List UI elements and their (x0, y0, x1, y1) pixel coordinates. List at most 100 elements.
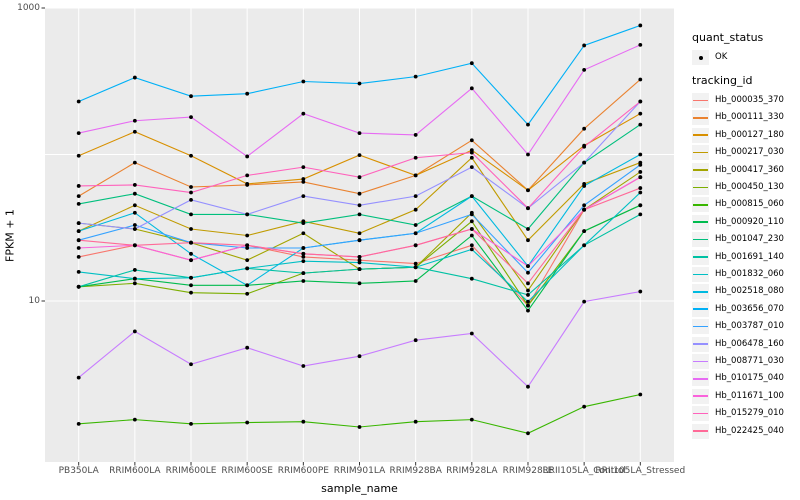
data-point (189, 240, 193, 245)
data-point (469, 276, 474, 281)
data-point (413, 223, 418, 227)
data-point (245, 181, 250, 186)
legend-key (692, 145, 709, 161)
data-point (469, 227, 474, 231)
data-point (76, 238, 81, 243)
data-point (76, 269, 81, 274)
data-point (638, 42, 643, 47)
data-point (189, 258, 193, 263)
legend-label: Hb_002518_080 (715, 286, 784, 297)
data-point (638, 111, 643, 116)
legend-key (692, 93, 709, 108)
legend-key (692, 371, 709, 387)
data-point (526, 299, 530, 304)
data-point (76, 131, 81, 135)
data-point (132, 183, 137, 187)
data-point (526, 152, 530, 157)
legend-label: Hb_011671_100 (715, 390, 784, 401)
data-point (245, 266, 250, 271)
legend-key (692, 214, 709, 230)
x-tick-label: RRIM928LA (446, 466, 498, 476)
legend-line-swatch (693, 360, 708, 363)
data-point (413, 243, 418, 248)
x-tick-label: RRII105LA_Control (542, 466, 626, 476)
legend-line-swatch (693, 134, 708, 137)
data-point (638, 186, 643, 190)
legend-line-swatch (693, 151, 708, 154)
legend-key (692, 354, 709, 369)
legend-line-swatch (693, 204, 708, 206)
data-point (526, 270, 530, 275)
legend-label: Hb_000417_360 (715, 164, 784, 175)
data-point (413, 265, 418, 270)
data-point (582, 184, 587, 188)
data-point (189, 94, 193, 99)
legend-line-swatch (693, 221, 708, 224)
data-point (413, 133, 418, 137)
legend-line-swatch (693, 430, 708, 432)
data-point (76, 99, 81, 104)
data-point (189, 212, 193, 217)
data-point (301, 419, 306, 424)
data-point (638, 122, 643, 127)
data-point (526, 384, 530, 389)
point-marker-icon (698, 55, 703, 60)
legend-label: Hb_000035_370 (715, 95, 784, 105)
data-point (638, 289, 643, 294)
data-point (582, 203, 587, 208)
data-point (245, 243, 250, 248)
data-point (301, 165, 306, 170)
legend-line-swatch (693, 169, 708, 171)
data-point (76, 246, 81, 250)
data-point (638, 23, 643, 28)
data-point (526, 122, 530, 127)
data-point (189, 362, 193, 367)
legend-title-tracking-id: tracking_id (692, 74, 753, 87)
data-point (638, 212, 643, 217)
data-point (301, 271, 306, 276)
data-point (413, 231, 418, 236)
legend-label: Hb_001832_060 (715, 269, 784, 279)
x-tick-label: RRIM600LE (165, 466, 217, 476)
data-point (357, 212, 362, 217)
legend-label: Hb_006478_160 (715, 338, 784, 349)
data-point (132, 210, 137, 215)
data-point (132, 281, 137, 286)
data-point (413, 207, 418, 212)
data-point (469, 138, 474, 143)
data-point (76, 184, 81, 188)
legend-label: Hb_015279_010 (715, 408, 784, 419)
data-point (469, 243, 474, 248)
data-point (526, 238, 530, 243)
data-point (638, 162, 643, 167)
data-point (301, 231, 306, 236)
legend-label: Hb_022425_040 (715, 425, 784, 436)
data-point (301, 279, 306, 283)
data-point (76, 221, 81, 226)
data-point (582, 43, 587, 48)
data-point (357, 203, 362, 208)
data-point (582, 207, 587, 212)
data-point (132, 329, 137, 334)
data-point (638, 99, 643, 104)
data-point (245, 212, 250, 217)
data-point (582, 144, 587, 149)
data-point (301, 259, 306, 264)
data-point (132, 268, 137, 272)
data-point (469, 331, 474, 336)
x-tick-label: RRIM928BA (389, 466, 442, 476)
data-point (132, 191, 137, 196)
data-point (245, 91, 250, 96)
data-point (469, 247, 474, 252)
legend-line-swatch (693, 186, 708, 189)
data-point (413, 74, 418, 79)
data-point (189, 283, 193, 288)
data-point (357, 175, 362, 180)
data-point (76, 202, 81, 206)
y-tick-label-10: 10 (28, 296, 40, 306)
data-point (132, 243, 137, 248)
data-point (189, 275, 193, 280)
data-point (76, 254, 81, 259)
data-point (301, 79, 306, 84)
